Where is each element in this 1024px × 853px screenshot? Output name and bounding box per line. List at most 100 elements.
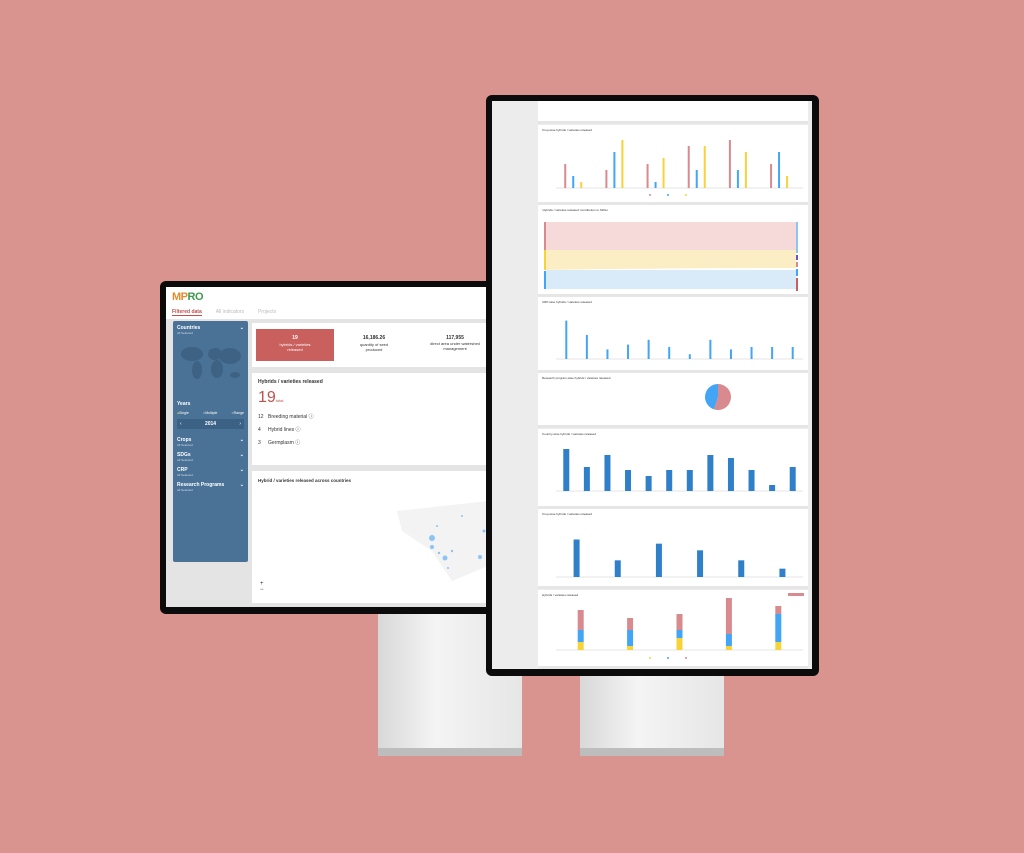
bar-breeding-material: [728, 140, 731, 188]
bar-hybrid-lines: [613, 152, 616, 188]
bar: [707, 455, 714, 491]
stacked-bar-segment: [725, 598, 732, 634]
bar-hybrid-lines: [572, 176, 575, 188]
filter-value: All Selected: [177, 488, 193, 492]
stacked-chart-panel: Hybrids / varieties released: [538, 590, 808, 669]
bar-germplasm: [580, 182, 583, 188]
filter-sdgs[interactable]: SDGs ⌄: [177, 452, 244, 458]
filter-value: All Selected: [177, 458, 193, 462]
bar: [606, 349, 609, 359]
sankey-chart: [544, 222, 798, 291]
year-stepper[interactable]: ‹ 2014 ›: [177, 419, 244, 429]
bar: [625, 470, 632, 491]
bar: [771, 347, 774, 359]
bar-hybrid-lines: [695, 170, 698, 188]
summary-item: 4 Hybrid lines ⓘ: [258, 427, 301, 433]
filter-value: All Selected: [177, 443, 193, 447]
filter-crops[interactable]: Crops ⌄: [177, 437, 244, 443]
bar: [709, 339, 712, 359]
radio-single[interactable]: ●Single: [177, 411, 189, 415]
chevron-down-icon: ⌄: [239, 467, 244, 473]
radio-multiple[interactable]: ○Multiple: [203, 411, 218, 415]
header: MPRO Filtered data All indicators Projec…: [166, 287, 488, 319]
filter-sidebar: Countries ⌄ All Selected Years ●Single ○M…: [173, 321, 248, 562]
years-label: Years: [177, 401, 191, 407]
tab-filtered-data[interactable]: Filtered data: [172, 309, 202, 316]
world-map-icon: [181, 347, 241, 379]
bar-germplasm: [703, 146, 706, 188]
bar: [748, 470, 755, 491]
country-map[interactable]: [252, 471, 488, 603]
legend-swatch: [685, 657, 687, 659]
chevron-down-icon: ⌄: [239, 437, 244, 443]
bar: [583, 467, 590, 491]
stacked-bar-segment: [627, 630, 634, 646]
prev-year-icon[interactable]: ‹: [180, 421, 182, 427]
stacked-bar-segment: [577, 610, 584, 630]
bar: [604, 455, 611, 491]
filter-research-programs[interactable]: Research Programs ⌄: [177, 482, 244, 488]
left-monitor-base: [378, 748, 522, 756]
info-icon[interactable]: ⓘ: [308, 414, 314, 420]
crop-chart-2-panel: Crop-wise hybrids / varieties released: [538, 509, 808, 589]
tab-projects[interactable]: Projects: [258, 309, 277, 315]
crp-chart-panel: CRP-wise hybrids / varieties released: [538, 297, 808, 373]
sankey-node: [796, 255, 798, 260]
chart-title: Crop-wise hybrids / varieties released: [542, 512, 593, 516]
bar: [627, 344, 630, 359]
filter-label: SDGs: [177, 452, 191, 458]
country-chart-panel: Country-wise hybrids / varieties release…: [538, 429, 808, 509]
export-button[interactable]: [788, 593, 804, 596]
chart-title: Hybrids / varieties released: [542, 593, 579, 597]
bar: [688, 354, 691, 359]
tab-all-indicators[interactable]: All indicators: [215, 309, 245, 315]
bar: [789, 467, 796, 491]
crop-chart-panel: Crop-wise hybrids / varieties released: [538, 125, 808, 205]
kpi-seed[interactable]: 16,186.26 quantity of seed produced: [344, 335, 404, 353]
stacked-bar-segment: [676, 638, 683, 650]
bar: [645, 476, 652, 491]
bar-hybrid-lines: [654, 182, 657, 188]
stacked-bar-segment: [725, 646, 732, 650]
stacked-bar-segment: [775, 606, 782, 614]
chevron-down-icon: ⌄: [239, 482, 244, 488]
year-mode-radios: ●Single ○Multiple ○Range: [177, 411, 244, 415]
summary-total: 19: [258, 389, 276, 406]
stacked-bar-segment: [725, 634, 732, 646]
filter-crp[interactable]: CRP ⌄: [177, 467, 244, 473]
bar-germplasm: [744, 152, 747, 188]
stacked-bar-segment: [627, 618, 634, 630]
info-icon[interactable]: ⓘ: [295, 440, 301, 446]
sankey-node: [544, 222, 546, 250]
radio-range[interactable]: ○Range: [231, 411, 244, 415]
bar: [729, 349, 732, 359]
kpi-watershed[interactable]: 117,955 direct area under watershed mana…: [422, 335, 488, 351]
bar-hybrid-lines: [778, 152, 781, 188]
bar: [585, 335, 588, 359]
right-monitor-stand: [580, 675, 724, 750]
zoom-in-button[interactable]: +: [260, 581, 264, 587]
bar: [750, 347, 753, 359]
kpi-row: 19 hybrids / varieties released 16,186.2…: [252, 323, 488, 367]
bar: [668, 347, 671, 359]
filter-countries[interactable]: Countries ⌄: [177, 325, 244, 331]
chart-title: CRP-wise hybrids / varieties released: [542, 300, 592, 304]
filter-value: All Selected: [177, 473, 193, 477]
summary-total-label: total: [275, 398, 284, 403]
bar-breeding-material: [687, 146, 690, 188]
stacked-bar-segment: [577, 630, 584, 642]
bar: [647, 339, 650, 359]
next-year-icon[interactable]: ›: [239, 421, 241, 427]
stacked-bar-segment: [676, 614, 683, 630]
zoom-out-button[interactable]: −: [260, 587, 264, 593]
filter-label: CRP: [177, 467, 188, 473]
pie-slice: [705, 384, 718, 410]
bar: [769, 485, 776, 491]
stacked-bar-segment: [775, 642, 782, 650]
info-icon[interactable]: ⓘ: [295, 427, 301, 433]
pie-slice: [713, 384, 731, 410]
filter-label: Crops: [177, 437, 192, 443]
tabs: Filtered data All indicators Projects: [172, 309, 276, 316]
kpi-hybrids[interactable]: 19 hybrids / varieties released: [256, 329, 334, 361]
bar: [666, 470, 673, 491]
